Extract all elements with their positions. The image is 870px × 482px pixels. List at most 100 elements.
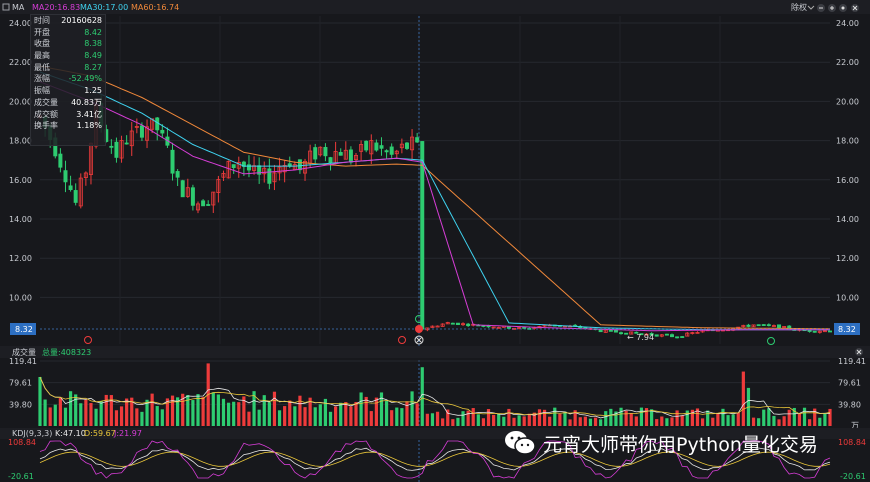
volume-bar bbox=[619, 407, 623, 426]
event-marker-icons[interactable] bbox=[84, 315, 775, 345]
kdj-j-value: J:21.97 bbox=[113, 429, 142, 438]
volume-bar bbox=[130, 397, 134, 426]
volume-bar bbox=[441, 418, 445, 426]
volume-bar bbox=[390, 410, 394, 426]
candle-body bbox=[450, 322, 455, 325]
candle-body bbox=[491, 326, 496, 329]
volume-bar bbox=[593, 417, 598, 426]
volume-bar bbox=[216, 394, 220, 426]
volume-bar bbox=[410, 391, 414, 426]
candle-body bbox=[313, 147, 318, 160]
candle-body bbox=[155, 117, 160, 131]
volume-bar bbox=[660, 416, 664, 426]
volume-bar bbox=[639, 407, 644, 426]
volume-bar bbox=[802, 407, 807, 426]
zoom-in-icon[interactable] bbox=[828, 4, 836, 12]
volume-ma-line-2 bbox=[39, 376, 831, 417]
volume-bar bbox=[400, 408, 404, 426]
candle-body bbox=[634, 331, 639, 334]
candle-body bbox=[466, 323, 471, 327]
volume-bar bbox=[68, 391, 73, 426]
volume-bar bbox=[339, 402, 343, 426]
candle-body bbox=[629, 331, 634, 335]
candle-body bbox=[119, 140, 124, 159]
candle-body bbox=[399, 143, 404, 149]
price-tick-right: 14.00 bbox=[836, 215, 859, 224]
tooltip-key: 最高 bbox=[34, 51, 50, 61]
volume-bar bbox=[471, 408, 475, 426]
candle-body bbox=[777, 324, 782, 329]
price-tick-left: 10.00 bbox=[9, 293, 32, 302]
volume-bar bbox=[374, 397, 378, 426]
tooltip-row: 涨幅 -52.49% bbox=[31, 73, 105, 85]
volume-bar bbox=[497, 413, 501, 426]
candle-body bbox=[206, 204, 211, 206]
volume-bar bbox=[379, 392, 384, 426]
candle-body bbox=[109, 145, 114, 148]
legend-ma30: MA30:17.00 bbox=[80, 3, 128, 12]
price-tick-left: 12.00 bbox=[9, 254, 32, 263]
volume-bar bbox=[767, 408, 771, 426]
tooltip-row: 成交量 40.83万 bbox=[31, 97, 105, 109]
candle-body bbox=[185, 187, 190, 197]
tooltip-value: 8.42 bbox=[84, 27, 102, 37]
candle-body bbox=[455, 322, 460, 326]
crosshair-marker-icon[interactable] bbox=[414, 335, 424, 345]
candle-body bbox=[231, 164, 236, 168]
candle-body bbox=[817, 330, 822, 333]
volume-bar bbox=[823, 413, 827, 426]
tooltip-key: 开盘 bbox=[34, 27, 50, 37]
zoom-out-icon[interactable] bbox=[817, 4, 825, 12]
volume-bar bbox=[247, 411, 251, 426]
volume-bar bbox=[405, 401, 409, 426]
volume-bar bbox=[563, 411, 567, 426]
price-axis-right: 24.00 22.00 20.00 18.00 16.00 14.00 12.00 10.00 bbox=[836, 19, 859, 302]
volume-bar bbox=[257, 409, 261, 426]
volume-bar bbox=[782, 416, 786, 426]
tooltip-row: 换手率 1.18% bbox=[31, 120, 105, 132]
volume-bar bbox=[252, 391, 256, 426]
volume-unit: 万 bbox=[851, 421, 859, 430]
volume-bar bbox=[476, 414, 480, 426]
ohlc-tooltip: 时间 20160628 开盘 8.42 收盘 8.38 最高 8.49 最低 8.27 涨幅 -52.… bbox=[30, 14, 106, 146]
candle-body bbox=[292, 164, 297, 170]
volume-bar bbox=[288, 400, 292, 426]
tooltip-key: 换手率 bbox=[34, 121, 58, 131]
volume-bars bbox=[38, 363, 832, 426]
dropdown-chevron-icon[interactable] bbox=[807, 5, 815, 10]
wechat-icon bbox=[505, 431, 536, 455]
volume-bar bbox=[38, 377, 42, 426]
chart-header bbox=[0, 0, 870, 14]
volume-bar bbox=[604, 411, 608, 426]
watermark-text: 元宵大师带你用Python量化交易 bbox=[543, 433, 818, 456]
volume-bar bbox=[624, 410, 628, 426]
kdj-max-left: 108.84 bbox=[8, 438, 36, 447]
close-icon[interactable] bbox=[851, 4, 859, 12]
candle-body bbox=[517, 327, 522, 330]
price-axis-left: 24.00 22.00 20.00 18.00 16.00 14.00 12.00 10.00 bbox=[9, 19, 32, 302]
volume-bar bbox=[79, 403, 83, 426]
candle-body bbox=[624, 332, 629, 335]
volume-header bbox=[0, 346, 870, 358]
watermark: 元宵大师带你用Python量化交易 bbox=[503, 426, 818, 460]
volume-bar bbox=[777, 419, 781, 426]
volume-bar bbox=[318, 404, 322, 426]
volume-bar bbox=[553, 407, 557, 426]
settings-icon[interactable] bbox=[839, 4, 847, 12]
volume-bar bbox=[446, 409, 450, 426]
tooltip-row: 振幅 1.25 bbox=[31, 85, 105, 97]
indicator-name: MA bbox=[12, 3, 25, 12]
volume-bar bbox=[94, 408, 98, 426]
volume-close-icon[interactable] bbox=[855, 348, 863, 356]
volume-bar bbox=[808, 419, 812, 426]
adjust-mode[interactable]: 除权 bbox=[791, 2, 807, 12]
low-price-annotation: ← 7.94 bbox=[627, 333, 654, 342]
volume-bar bbox=[242, 396, 246, 426]
candle-body bbox=[404, 142, 409, 149]
volume-bar bbox=[762, 409, 766, 426]
candle-body bbox=[262, 167, 267, 175]
candle-body bbox=[486, 325, 491, 328]
candle-body bbox=[756, 324, 761, 327]
candle-body bbox=[323, 146, 328, 157]
